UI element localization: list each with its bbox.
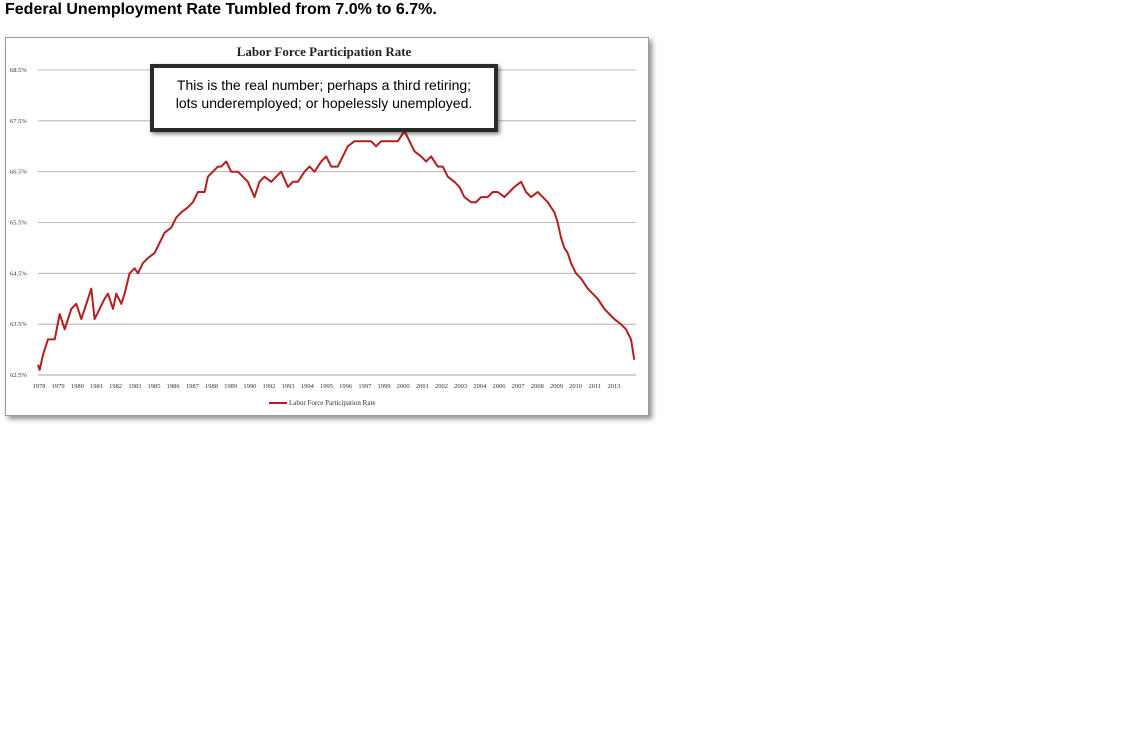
x-tick-label: 2002 [435, 383, 448, 390]
x-tick-label: 2008 [531, 383, 544, 390]
x-tick-label: 1986 [167, 383, 181, 390]
x-tick-label: 2009 [550, 383, 563, 390]
chart-title: Labor Force Participation Rate [237, 44, 412, 59]
y-tick-label: 65.5% [10, 220, 27, 227]
x-tick-label: 2013 [608, 383, 621, 390]
callout-line-1: This is the real number; perhaps a third… [176, 77, 472, 93]
annotation-callout: This is the real number; perhaps a third… [150, 64, 498, 132]
x-tick-label: 1978 [33, 383, 46, 390]
x-tick-label: 1983 [128, 383, 141, 390]
headline: Federal Unemployment Rate Tumbled from 7… [5, 1, 437, 18]
x-tick-label: 1999 [378, 383, 391, 390]
y-tick-label: 64.5% [10, 270, 27, 277]
x-tick-label: 2004 [473, 383, 487, 390]
y-tick-label: 63.5% [10, 321, 27, 328]
chart: Labor Force Participation Rate 68.5% 67.5… [10, 44, 636, 407]
x-tick-label: 2003 [454, 383, 467, 390]
x-tick-label: 1997 [358, 383, 372, 390]
x-tick-label: 1979 [52, 383, 65, 390]
x-tick-label: 2006 [493, 383, 507, 390]
x-tick-label: 1987 [186, 383, 200, 390]
x-tick-label: 2000 [397, 383, 410, 390]
x-tick-label: 1981 [90, 383, 103, 390]
x-tick-label: 2001 [416, 383, 429, 390]
y-tick-label: 68.5% [10, 67, 27, 74]
x-tick-label: 2007 [512, 383, 526, 390]
x-tick-label: 1982 [109, 383, 122, 390]
x-tick-label: 2010 [569, 383, 582, 390]
legend-label: Labor Force Participation Rate [289, 399, 376, 407]
x-tick-label: 1996 [339, 383, 353, 390]
y-tick-label: 66.5% [10, 169, 27, 176]
x-tick-label: 1992 [263, 383, 276, 390]
series-line [37, 130, 636, 371]
x-tick-label: 1993 [282, 383, 295, 390]
x-tick-label: 1989 [224, 383, 237, 390]
callout-line-2: lots underemployed; or hopelessly unempl… [175, 95, 473, 111]
x-tick-label: 2011 [588, 383, 601, 390]
x-tick-label: 1995 [320, 383, 333, 390]
x-tick-label: 1990 [243, 383, 256, 390]
x-tick-label: 1988 [205, 383, 218, 390]
x-tick-label: 1980 [71, 383, 84, 390]
y-tick-label: 62.5% [10, 372, 27, 379]
x-tick-label: 1985 [148, 383, 161, 390]
y-tick-label: 67.5% [10, 118, 27, 125]
x-tick-label: 1994 [301, 383, 315, 390]
